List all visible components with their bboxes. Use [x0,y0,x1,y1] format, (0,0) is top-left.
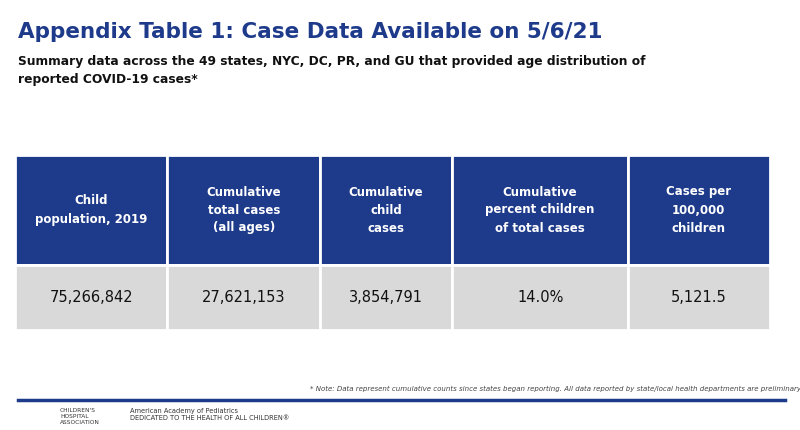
FancyBboxPatch shape [167,155,320,265]
Text: Cumulative
percent children
of total cases: Cumulative percent children of total cas… [486,185,595,234]
FancyBboxPatch shape [320,155,452,265]
FancyBboxPatch shape [15,265,167,330]
Text: CHILDREN'S
HOSPITAL
ASSOCIATION: CHILDREN'S HOSPITAL ASSOCIATION [60,408,100,424]
Text: 75,266,842: 75,266,842 [50,290,133,305]
FancyBboxPatch shape [167,265,320,330]
FancyBboxPatch shape [452,265,628,330]
Text: 3,854,791: 3,854,791 [349,290,423,305]
Text: Cases per
100,000
children: Cases per 100,000 children [666,185,731,234]
FancyBboxPatch shape [628,155,770,265]
Text: Appendix Table 1: Case Data Available on 5/6/21: Appendix Table 1: Case Data Available on… [18,22,602,42]
FancyBboxPatch shape [452,155,628,265]
Text: Cumulative
total cases
(all ages): Cumulative total cases (all ages) [206,185,281,234]
FancyBboxPatch shape [320,265,452,330]
Text: Cumulative
child
cases: Cumulative child cases [349,185,423,234]
Text: American Academy of Pediatrics
DEDICATED TO THE HEALTH OF ALL CHILDREN®: American Academy of Pediatrics DEDICATED… [130,408,290,421]
Text: Child
population, 2019: Child population, 2019 [35,194,147,225]
FancyBboxPatch shape [15,155,167,265]
Text: 14.0%: 14.0% [517,290,563,305]
Text: 27,621,153: 27,621,153 [202,290,286,305]
Text: Summary data across the 49 states, NYC, DC, PR, and GU that provided age distrib: Summary data across the 49 states, NYC, … [18,55,646,86]
FancyBboxPatch shape [628,265,770,330]
Text: 5,121.5: 5,121.5 [671,290,726,305]
Text: * Note: Data represent cumulative counts since states began reporting. All data : * Note: Data represent cumulative counts… [310,386,800,392]
